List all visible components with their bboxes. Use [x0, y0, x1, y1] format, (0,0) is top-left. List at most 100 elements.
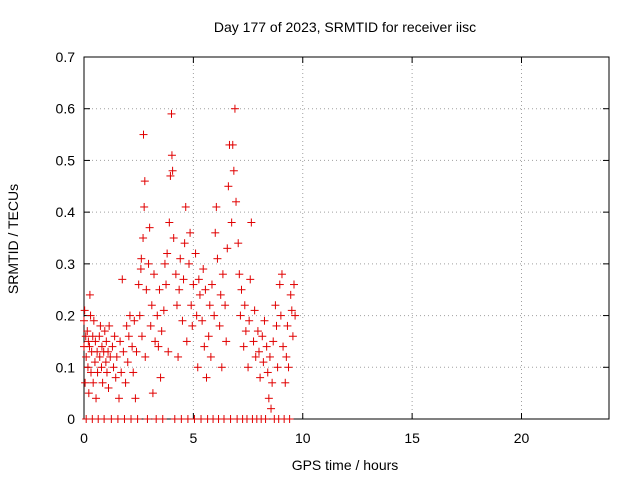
y-tick-label: 0.1: [56, 359, 76, 375]
data-point: [234, 239, 243, 248]
data-point: [179, 275, 188, 284]
data-point: [182, 337, 191, 346]
data-point: [263, 368, 272, 377]
data-point: [239, 342, 248, 351]
data-point: [124, 332, 133, 341]
x-tick-label: 10: [295, 430, 311, 446]
data-point: [82, 352, 91, 361]
data-point: [199, 265, 208, 274]
data-point: [93, 368, 102, 377]
data-point: [230, 104, 239, 113]
data-point: [137, 254, 146, 263]
data-point: [156, 373, 165, 382]
data-point: [217, 363, 226, 372]
data-point: [246, 275, 255, 284]
data-point: [247, 218, 256, 227]
data-point: [251, 352, 260, 361]
data-point: [172, 301, 181, 310]
data-point: [210, 311, 219, 320]
data-point: [240, 301, 249, 310]
data-point: [245, 316, 254, 325]
data-point: [186, 228, 195, 237]
data-point: [145, 223, 154, 232]
data-point: [89, 316, 98, 325]
data-point: [290, 280, 298, 289]
data-point: [272, 321, 281, 330]
data-point: [142, 285, 151, 294]
data-point: [288, 332, 297, 341]
y-tick-label: 0.7: [56, 49, 76, 65]
data-point: [164, 347, 173, 356]
data-point: [136, 265, 145, 274]
data-point: [222, 337, 231, 346]
data-point: [131, 394, 140, 403]
data-point: [206, 352, 215, 361]
data-point: [193, 363, 202, 372]
data-point: [198, 316, 207, 325]
data-point: [211, 228, 220, 237]
data-point: [166, 171, 175, 180]
data-point: [249, 337, 258, 346]
data-point: [146, 321, 155, 330]
data-point: [207, 280, 216, 289]
data-point: [178, 316, 187, 325]
data-point: [129, 368, 138, 377]
data-point: [147, 301, 156, 310]
data-point: [188, 321, 197, 330]
data-point: [216, 290, 225, 299]
data-point: [81, 332, 90, 341]
data-point: [180, 239, 189, 248]
axis-ticks: 0 0.1 0.2 0.3 0.4 0.5 0.6 0.7 0 5 10 15 20: [56, 49, 609, 446]
data-point: [101, 358, 110, 367]
y-tick-label: 0.6: [56, 101, 76, 117]
data-point: [171, 270, 180, 279]
data-point: [287, 306, 296, 315]
data-point: [200, 342, 209, 351]
data-point: [241, 327, 250, 336]
data-point: [105, 321, 114, 330]
data-point: [169, 234, 178, 242]
y-tick-label: 0.3: [56, 256, 76, 272]
data-point: [162, 280, 171, 289]
data-point: [89, 378, 98, 387]
data-point: [283, 321, 292, 330]
data-point: [276, 311, 285, 320]
data-point: [256, 373, 265, 382]
data-point: [218, 270, 227, 279]
data-point: [91, 337, 100, 346]
data-point: [174, 352, 183, 361]
data-point: [281, 378, 290, 387]
data-point: [155, 285, 164, 294]
data-point: [168, 166, 177, 175]
data-point: [285, 415, 294, 423]
data-point: [154, 342, 163, 351]
data-point: [277, 270, 286, 279]
data-point: [102, 368, 111, 377]
data-point: [275, 280, 284, 289]
data-point: [158, 415, 167, 423]
data-point: [195, 290, 204, 299]
data-point: [141, 352, 150, 361]
data-point: [86, 311, 95, 320]
data-point: [279, 342, 288, 351]
data-point: [224, 182, 233, 191]
data-point: [97, 342, 106, 351]
plot-frame: [83, 56, 610, 420]
data-point: [148, 389, 157, 398]
data-point: [213, 254, 222, 263]
data-point: [137, 332, 146, 341]
data-point: [108, 342, 117, 351]
data-point: [139, 234, 148, 242]
x-tick-label: 0: [80, 430, 88, 446]
data-point: [90, 358, 99, 367]
data-point: [140, 177, 149, 186]
data-point: [98, 378, 107, 387]
data-point: [212, 202, 221, 211]
x-tick-label: 15: [404, 430, 420, 446]
data-point: [151, 337, 160, 346]
data-point: [227, 218, 236, 227]
data-point: [133, 415, 142, 423]
data-point: [165, 218, 174, 227]
data-point: [284, 363, 293, 372]
